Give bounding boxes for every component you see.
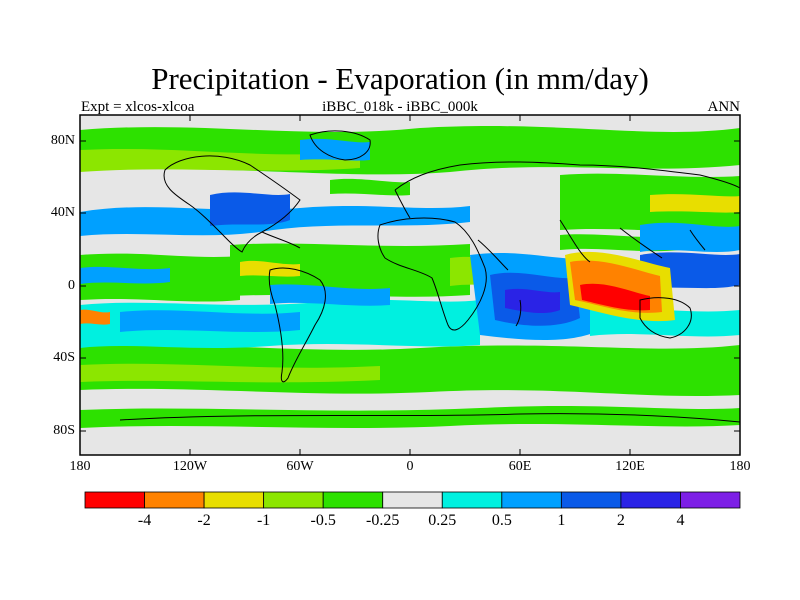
lon-label: 180 — [69, 459, 91, 474]
colorbar-box — [382, 491, 443, 509]
lat-label: 80N — [50, 133, 75, 148]
colorbar-tick-label: -0.5 — [310, 512, 336, 529]
experiment-label: Expt = xlcos-xlcoa — [81, 99, 195, 115]
field-green — [80, 126, 740, 428]
colorbar-box — [620, 491, 681, 509]
colorbar-box — [322, 491, 384, 509]
field-blue — [80, 138, 740, 348]
colorbar-tick-label: 4 — [676, 512, 685, 529]
colorbar-tick-label: -1 — [256, 512, 271, 529]
colorbar-box — [84, 491, 145, 509]
colorbar-box — [441, 491, 503, 509]
lon-label: 120E — [615, 459, 645, 474]
lat-label: 40N — [50, 205, 75, 220]
colorbar-tick-label: 0.25 — [428, 512, 457, 529]
colorbar-tick-label: 1 — [557, 512, 566, 529]
colorbar-box — [560, 491, 622, 509]
continents — [119, 130, 741, 423]
axis-ticks — [79, 115, 741, 455]
field-red — [80, 251, 675, 325]
lon-label: 60E — [508, 459, 532, 474]
lon-label: 0 — [406, 459, 414, 474]
colorbar-box — [501, 491, 562, 509]
lat-label: 80S — [53, 423, 75, 438]
plot-title: Precipitation - Evaporation (in mm/day) — [151, 61, 649, 96]
colorbar — [84, 491, 741, 509]
colorbar-tick-label: 0.5 — [491, 512, 512, 529]
map-panel — [79, 114, 741, 456]
case-label: iBBC_018k - iBBC_000k — [322, 99, 478, 115]
lat-label: 40S — [53, 350, 75, 365]
colorbar-box — [203, 491, 265, 509]
colorbar-box — [144, 491, 205, 509]
colorbar-box — [680, 491, 741, 509]
lon-label: 120W — [172, 459, 208, 474]
colorbar-tick-label: 2 — [616, 512, 625, 529]
lon-label: 60W — [286, 459, 314, 474]
colorbar-tick-label: -0.25 — [366, 512, 400, 529]
lat-label: 0 — [68, 278, 75, 293]
season-label: ANN — [707, 99, 741, 115]
colorbar-box — [263, 491, 324, 509]
colorbar-tick-label: -2 — [197, 512, 211, 529]
colorbar-tick-label: -4 — [137, 512, 152, 529]
lon-label: 180 — [729, 459, 751, 474]
